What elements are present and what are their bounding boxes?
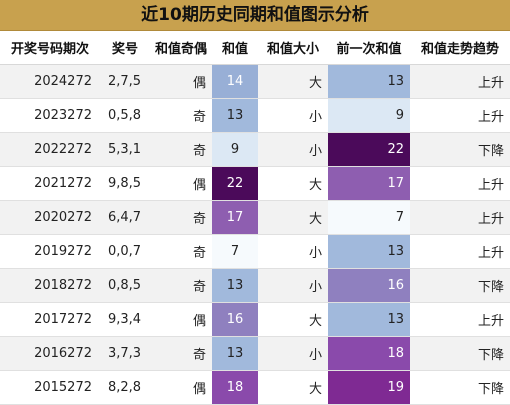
table-row: 2015272 8,2,8 偶 18 大 19 下降	[0, 370, 510, 405]
prev-sum-cell: 19	[328, 370, 410, 405]
table-row: 2016272 3,7,3 奇 13 小 18 下降	[0, 336, 510, 371]
sum-cell: 22	[212, 166, 258, 201]
table-row: 2019272 0,0,7 奇 7 小 13 上升	[0, 234, 510, 269]
trend-cell: 上升	[410, 98, 510, 133]
table-row: 2020272 6,4,7 奇 17 大 7 上升	[0, 200, 510, 235]
prev-sum-cell: 17	[328, 166, 410, 201]
period-cell: 2021272	[0, 166, 100, 201]
size-cell: 小	[258, 132, 328, 167]
trend-cell: 下降	[410, 336, 510, 371]
numbers-cell: 9,8,5	[100, 166, 150, 201]
period-cell: 2019272	[0, 234, 100, 269]
header-parity: 和值奇偶	[150, 31, 212, 65]
sum-cell: 7	[212, 234, 258, 269]
parity-cell: 奇	[150, 268, 212, 303]
table-row: 2017272 9,3,4 偶 16 大 13 上升	[0, 302, 510, 337]
trend-cell: 上升	[410, 64, 510, 99]
table-row: 2021272 9,8,5 偶 22 大 17 上升	[0, 166, 510, 201]
parity-cell: 偶	[150, 64, 212, 99]
parity-cell: 奇	[150, 98, 212, 133]
trend-cell: 下降	[410, 370, 510, 405]
parity-cell: 奇	[150, 200, 212, 235]
period-cell: 2023272	[0, 98, 100, 133]
sum-cell: 13	[212, 336, 258, 371]
parity-cell: 偶	[150, 302, 212, 337]
trend-cell: 上升	[410, 302, 510, 337]
trend-cell: 下降	[410, 268, 510, 303]
prev-sum-cell: 7	[328, 200, 410, 235]
period-cell: 2024272	[0, 64, 100, 99]
sum-cell: 13	[212, 98, 258, 133]
header-period: 开奖号码期次	[0, 31, 100, 65]
prev-sum-cell: 22	[328, 132, 410, 167]
sum-cell: 13	[212, 268, 258, 303]
trend-cell: 上升	[410, 166, 510, 201]
prev-sum-cell: 16	[328, 268, 410, 303]
numbers-cell: 0,8,5	[100, 268, 150, 303]
prev-sum-cell: 9	[328, 98, 410, 133]
prev-sum-cell: 18	[328, 336, 410, 371]
numbers-cell: 0,5,8	[100, 98, 150, 133]
trend-cell: 下降	[410, 132, 510, 167]
prev-sum-cell: 13	[328, 234, 410, 269]
sum-cell: 14	[212, 64, 258, 99]
parity-cell: 奇	[150, 132, 212, 167]
sum-cell: 18	[212, 370, 258, 405]
size-cell: 大	[258, 370, 328, 405]
table-title: 近10期历史同期和值图示分析	[0, 0, 510, 31]
trend-cell: 上升	[410, 234, 510, 269]
numbers-cell: 0,0,7	[100, 234, 150, 269]
table-row: 2023272 0,5,8 奇 13 小 9 上升	[0, 98, 510, 133]
history-sum-table: 开奖号码期次 奖号 和值奇偶 和值 和值大小 前一次和值 和值走势趋势 2024…	[0, 31, 510, 405]
size-cell: 大	[258, 166, 328, 201]
header-numbers: 奖号	[100, 31, 150, 65]
period-cell: 2018272	[0, 268, 100, 303]
table-row: 2024272 2,7,5 偶 14 大 13 上升	[0, 64, 510, 99]
prev-sum-cell: 13	[328, 64, 410, 99]
size-cell: 小	[258, 98, 328, 133]
numbers-cell: 8,2,8	[100, 370, 150, 405]
size-cell: 大	[258, 302, 328, 337]
period-cell: 2022272	[0, 132, 100, 167]
parity-cell: 偶	[150, 370, 212, 405]
period-cell: 2015272	[0, 370, 100, 405]
header-size: 和值大小	[258, 31, 328, 65]
size-cell: 小	[258, 336, 328, 371]
numbers-cell: 6,4,7	[100, 200, 150, 235]
numbers-cell: 2,7,5	[100, 64, 150, 99]
header-prev-sum: 前一次和值	[328, 31, 410, 65]
size-cell: 小	[258, 234, 328, 269]
parity-cell: 奇	[150, 336, 212, 371]
header-row: 开奖号码期次 奖号 和值奇偶 和值 和值大小 前一次和值 和值走势趋势	[0, 31, 510, 65]
period-cell: 2017272	[0, 302, 100, 337]
table-row: 2018272 0,8,5 奇 13 小 16 下降	[0, 268, 510, 303]
header-sum: 和值	[212, 31, 258, 65]
period-cell: 2016272	[0, 336, 100, 371]
numbers-cell: 3,7,3	[100, 336, 150, 371]
sum-cell: 9	[212, 132, 258, 167]
size-cell: 大	[258, 64, 328, 99]
parity-cell: 偶	[150, 166, 212, 201]
table-row: 2022272 5,3,1 奇 9 小 22 下降	[0, 132, 510, 167]
numbers-cell: 9,3,4	[100, 302, 150, 337]
size-cell: 小	[258, 268, 328, 303]
parity-cell: 奇	[150, 234, 212, 269]
prev-sum-cell: 13	[328, 302, 410, 337]
period-cell: 2020272	[0, 200, 100, 235]
numbers-cell: 5,3,1	[100, 132, 150, 167]
sum-cell: 17	[212, 200, 258, 235]
size-cell: 大	[258, 200, 328, 235]
trend-cell: 上升	[410, 200, 510, 235]
header-trend: 和值走势趋势	[410, 31, 510, 65]
sum-cell: 16	[212, 302, 258, 337]
